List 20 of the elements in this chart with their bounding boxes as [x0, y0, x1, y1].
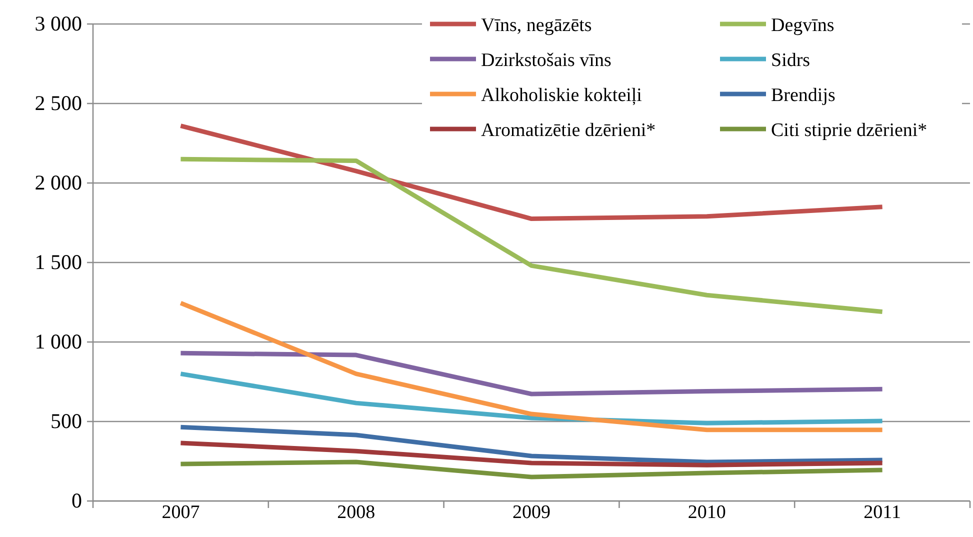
legend-label: Brendijs: [771, 85, 836, 106]
x-tick-label: 2010: [688, 502, 726, 523]
legend-label: Aromatizētie dzērieni*: [481, 120, 656, 141]
y-tick-label: 1 500: [34, 250, 82, 274]
y-tick-label: 0: [72, 488, 82, 513]
legend-label: Alkoholiskie kokteiļi: [481, 85, 642, 106]
x-tick-label: 2011: [864, 502, 901, 523]
y-tick-label: 2 000: [34, 170, 82, 195]
y-tick-label: 3 000: [34, 12, 82, 36]
y-tick-label: 500: [50, 409, 82, 434]
y-tick-label: 1 000: [34, 330, 82, 354]
legend-label: Citi stiprie dzērieni*: [771, 120, 928, 141]
x-tick-label: 2007: [162, 502, 200, 523]
y-tick-label: 2 500: [34, 91, 82, 116]
legend-label: Sidrs: [771, 50, 810, 71]
legend-label: Dzirkstošais vīns: [481, 50, 612, 71]
legend-label: Vīns, negāzēts: [481, 15, 592, 36]
x-tick-label: 2008: [337, 502, 376, 523]
legend-label: Degvīns: [771, 15, 834, 36]
x-tick-label: 2009: [512, 502, 550, 523]
